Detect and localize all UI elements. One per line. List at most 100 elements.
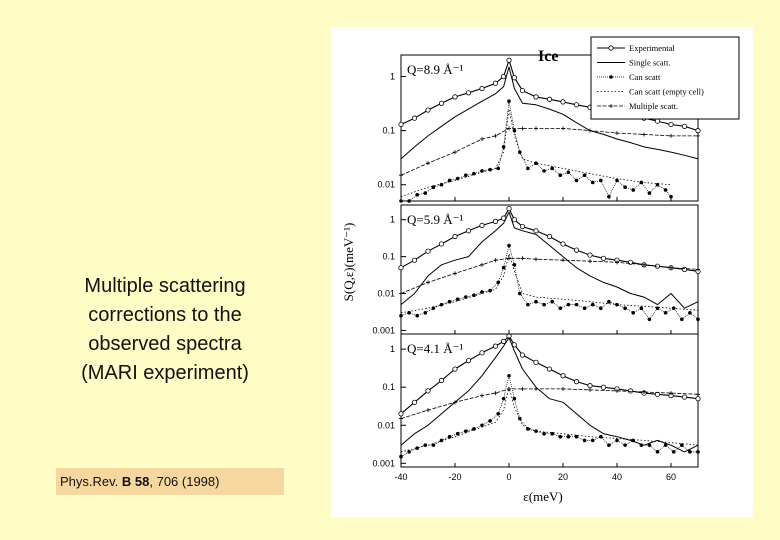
data-point bbox=[399, 291, 403, 296]
data-point bbox=[642, 262, 646, 267]
data-point bbox=[681, 266, 688, 273]
y-tick-label: 1 bbox=[390, 215, 395, 225]
caption-line: Multiple scattering bbox=[84, 275, 246, 297]
data-point bbox=[566, 434, 571, 439]
data-point bbox=[447, 178, 452, 183]
data-point bbox=[480, 262, 484, 267]
data-point bbox=[511, 75, 517, 81]
data-point bbox=[631, 311, 635, 315]
data-point bbox=[520, 256, 525, 261]
data-point bbox=[415, 313, 419, 318]
chart-title: Ice bbox=[538, 48, 558, 65]
data-point bbox=[696, 317, 700, 322]
data-point bbox=[669, 265, 673, 270]
data-point bbox=[654, 391, 661, 397]
data-point bbox=[519, 223, 526, 230]
data-point bbox=[447, 299, 452, 304]
data-point bbox=[688, 450, 692, 454]
data-point bbox=[526, 166, 530, 171]
y-tick-label: 1 bbox=[390, 72, 395, 82]
data-point bbox=[655, 450, 660, 454]
series-line bbox=[400, 128, 698, 176]
data-point bbox=[464, 429, 468, 433]
y-axis-label: S(Q,ε)(meV⁻¹) bbox=[341, 223, 356, 302]
data-point bbox=[574, 178, 579, 183]
data-point bbox=[582, 306, 587, 311]
data-point bbox=[480, 137, 484, 142]
data-point bbox=[519, 352, 526, 358]
data-point bbox=[501, 338, 507, 344]
spectra-chart: 1 0.1 0.01 Q=8.9 Å⁻¹ 1 0.1 0.01 0.001 Q=5.9 Å⁻¹ 1… bbox=[341, 36, 740, 504]
legend-label: Single scatt. bbox=[629, 58, 671, 68]
data-point bbox=[493, 258, 498, 263]
data-point bbox=[533, 228, 539, 234]
data-point bbox=[479, 350, 485, 356]
reference-citation: Phys.Rev. B 58, 706 (1998) bbox=[56, 468, 284, 495]
data-point bbox=[533, 359, 539, 365]
data-point bbox=[566, 170, 571, 175]
reference-prefix: Phys.Rev. bbox=[60, 474, 122, 489]
data-point bbox=[587, 252, 593, 258]
data-point bbox=[688, 311, 692, 315]
data-point bbox=[423, 443, 428, 447]
data-point bbox=[407, 199, 411, 203]
data-point bbox=[627, 388, 634, 394]
y-tick-label: 0.01 bbox=[377, 420, 395, 430]
data-point bbox=[582, 173, 587, 177]
panel-frame bbox=[400, 54, 699, 202]
data-point bbox=[488, 419, 492, 423]
data-point bbox=[453, 150, 457, 155]
data-point bbox=[447, 434, 452, 439]
data-point bbox=[411, 399, 418, 405]
data-point bbox=[492, 218, 499, 224]
data-point bbox=[642, 389, 646, 394]
data-point bbox=[526, 302, 530, 307]
data-point bbox=[590, 180, 595, 185]
data-point bbox=[534, 126, 538, 131]
data-point bbox=[533, 94, 539, 100]
data-point bbox=[507, 126, 511, 131]
data-point bbox=[411, 115, 418, 121]
series-line bbox=[400, 253, 699, 314]
x-tick-label: -20 bbox=[448, 472, 461, 482]
data-point bbox=[425, 107, 431, 113]
caption-line: (MARI experiment) bbox=[81, 362, 249, 384]
data-point bbox=[455, 431, 460, 436]
data-point bbox=[695, 128, 701, 134]
data-point bbox=[438, 241, 445, 247]
data-point bbox=[600, 255, 607, 261]
data-point bbox=[399, 173, 403, 178]
data-point bbox=[438, 377, 445, 384]
data-point bbox=[550, 299, 554, 304]
data-point bbox=[623, 185, 627, 189]
data-point bbox=[464, 173, 468, 177]
data-point bbox=[493, 133, 498, 138]
series-line bbox=[400, 257, 699, 294]
series-line bbox=[400, 245, 699, 320]
data-point bbox=[520, 126, 525, 131]
data-point bbox=[452, 366, 458, 372]
caption-line: observed spectra bbox=[88, 333, 242, 355]
data-point bbox=[431, 185, 436, 189]
data-point bbox=[493, 391, 498, 396]
y-tick-label: 0.01 bbox=[377, 180, 395, 190]
legend-swatch-marker bbox=[609, 75, 613, 79]
legend-label: Experimental bbox=[629, 43, 675, 53]
data-point bbox=[669, 133, 673, 138]
reference-volume: B 58 bbox=[121, 474, 150, 489]
data-point bbox=[518, 150, 522, 154]
data-point bbox=[574, 302, 579, 307]
data-point bbox=[561, 126, 565, 131]
data-point bbox=[663, 311, 668, 315]
data-point bbox=[399, 454, 403, 459]
data-point bbox=[631, 188, 635, 192]
data-point bbox=[453, 271, 457, 276]
data-point bbox=[560, 99, 566, 105]
x-tick-label: 20 bbox=[558, 472, 568, 482]
data-point bbox=[398, 265, 404, 271]
data-point bbox=[542, 302, 546, 307]
data-point bbox=[647, 443, 652, 447]
y-tick-label: 0.001 bbox=[372, 458, 395, 468]
data-point bbox=[399, 199, 403, 203]
data-point bbox=[546, 366, 553, 372]
